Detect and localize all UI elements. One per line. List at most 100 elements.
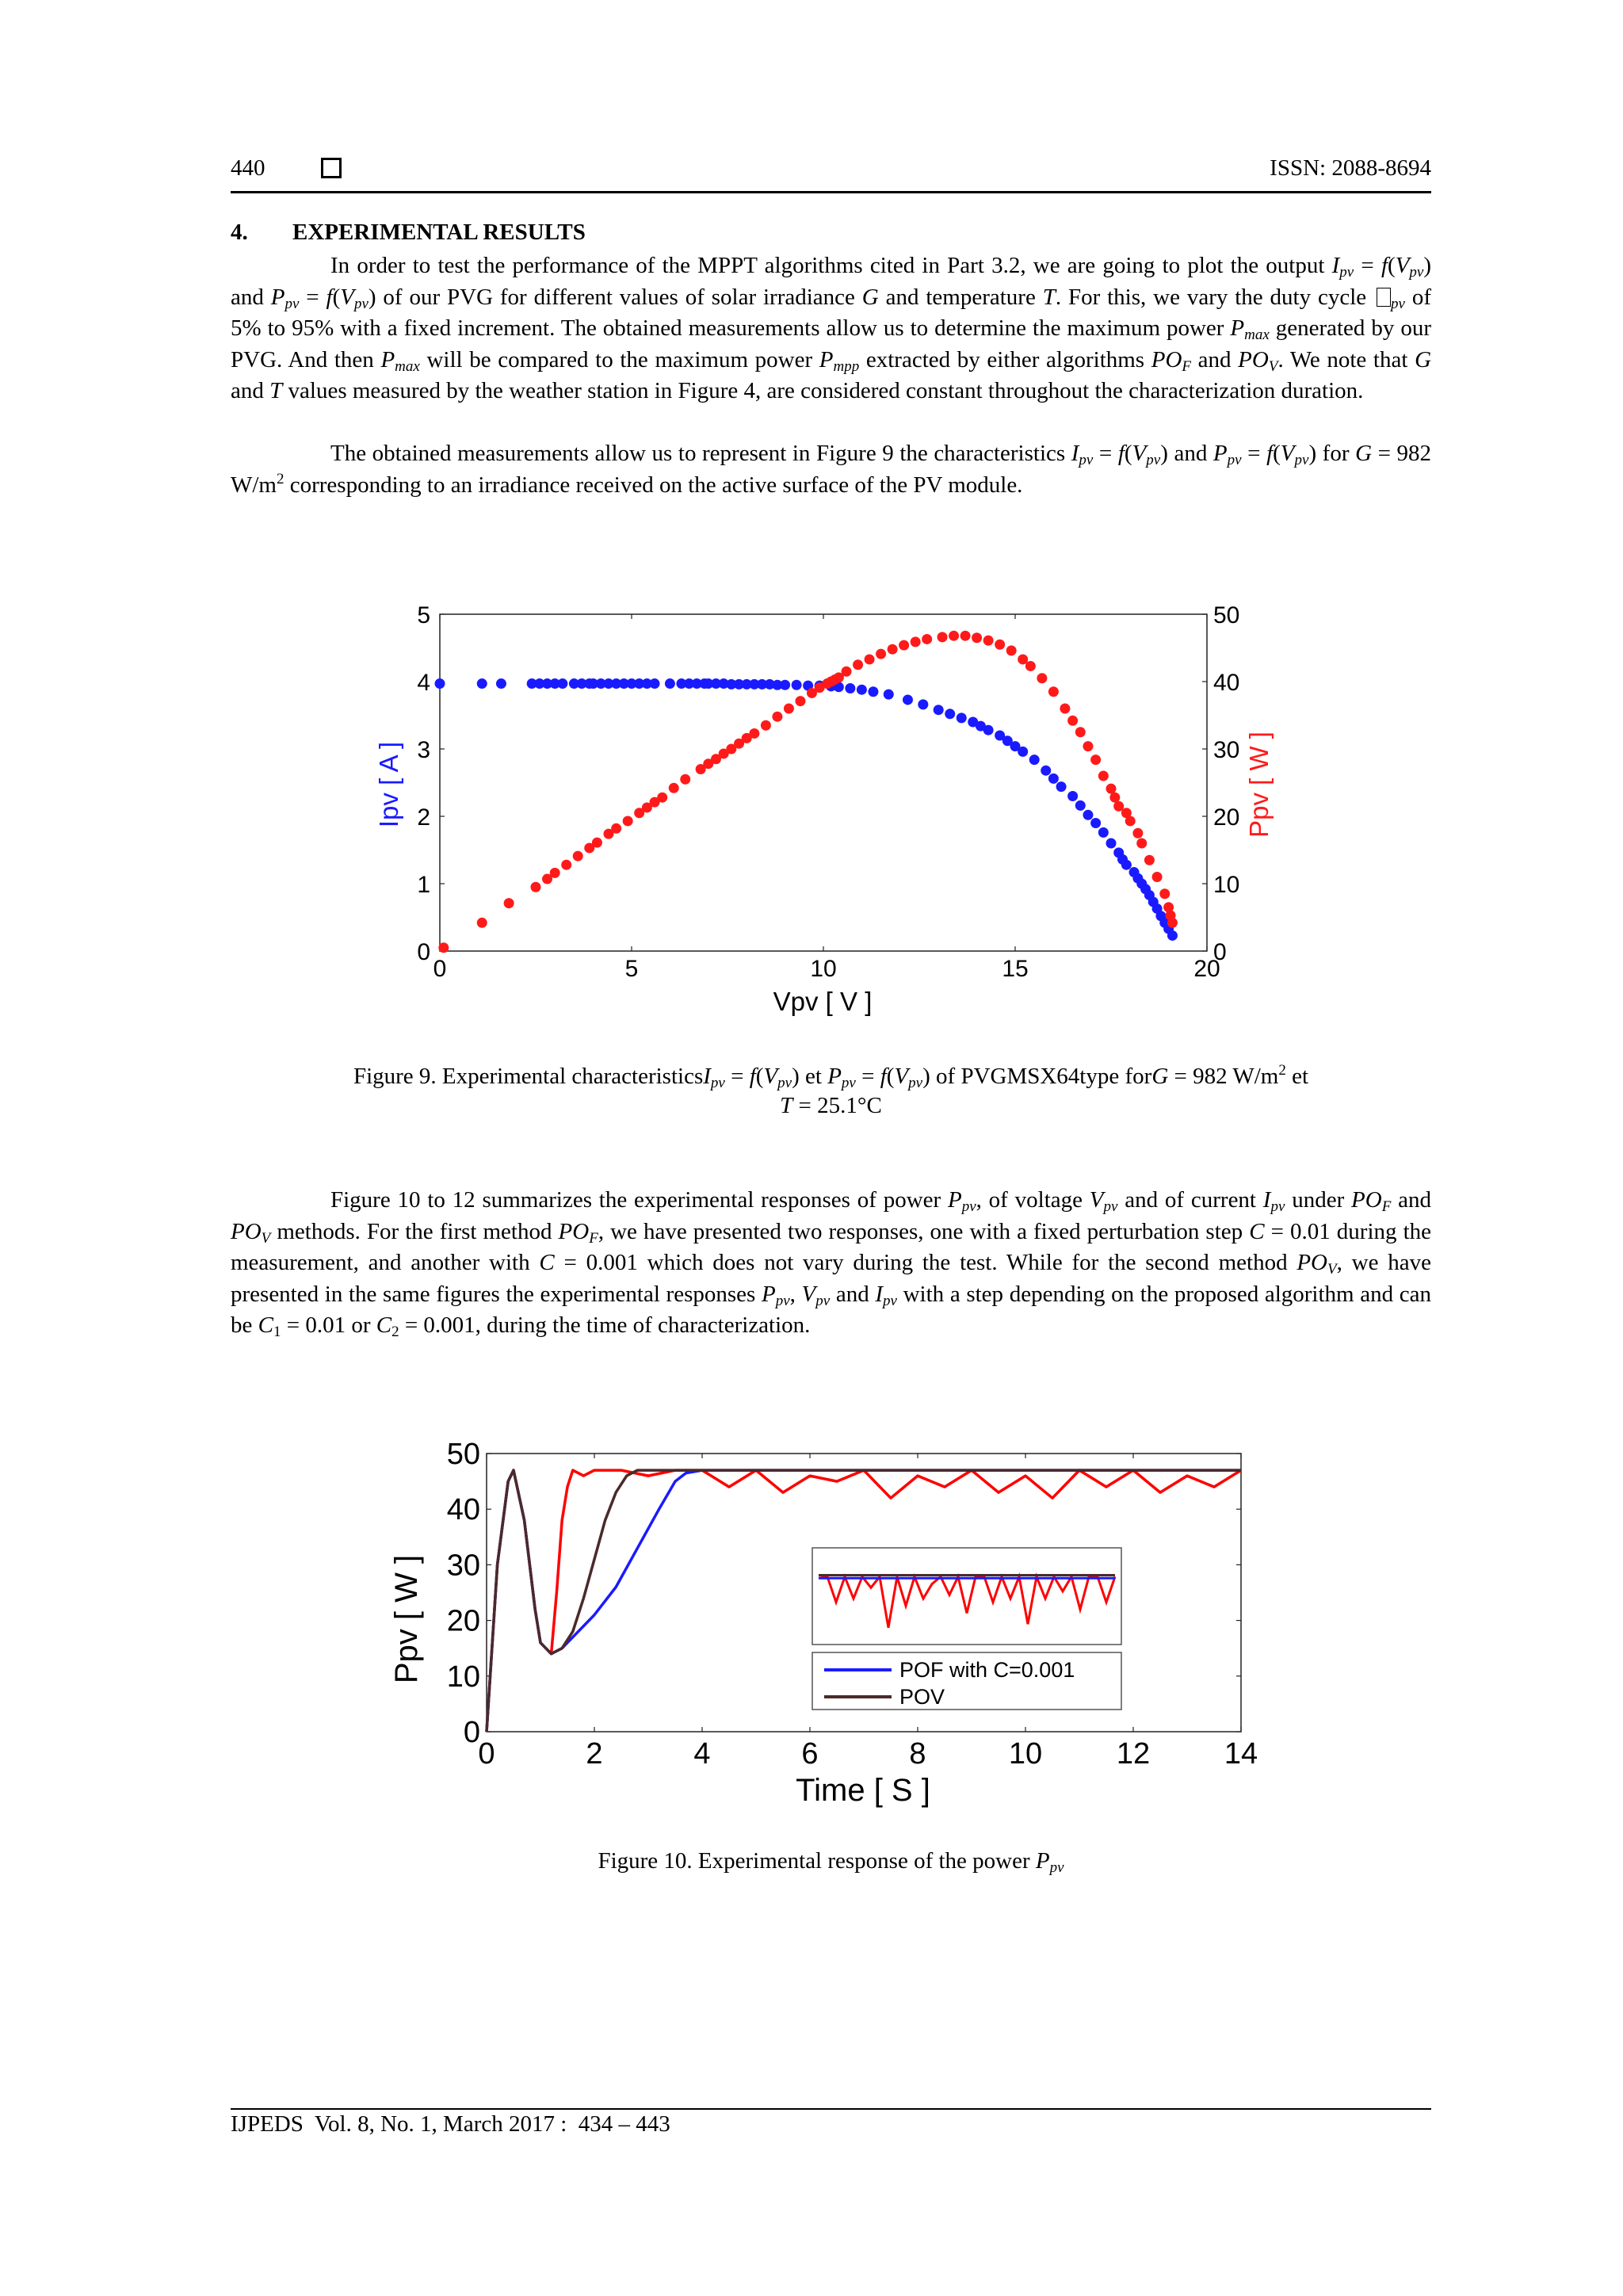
ppv-point	[710, 754, 721, 765]
x-tick-label: 5	[625, 956, 639, 982]
ppv-point	[949, 630, 960, 641]
ipv-point	[749, 678, 760, 690]
inset-frame	[812, 1547, 1122, 1645]
x-tick-label: 6	[801, 1737, 818, 1771]
ppv-point	[549, 867, 560, 878]
issn: ISSN: 2088-8694	[1270, 155, 1431, 181]
ipv-point	[626, 678, 637, 690]
y-axis-label: Ppv [ W ]	[389, 1555, 424, 1683]
ppv-point	[887, 644, 898, 655]
ppv-point	[1167, 917, 1178, 928]
x-tick-label: 0	[433, 956, 447, 982]
ppv-point	[438, 942, 449, 953]
ppv-point	[1159, 888, 1170, 900]
ppv-point	[561, 859, 572, 870]
ipv-point	[434, 678, 445, 690]
x-tick-label: 4	[693, 1737, 710, 1771]
paragraph-2: The obtained measurements allow us to re…	[231, 441, 1432, 498]
ipv-point	[618, 678, 629, 690]
ipv-point	[933, 705, 944, 716]
x-tick-label: 14	[1224, 1737, 1258, 1771]
ppv-point	[1125, 816, 1136, 827]
ipv-point	[1106, 838, 1117, 849]
ppv-point	[680, 774, 691, 785]
ppv-point	[853, 659, 864, 670]
y-left-tick-label: 1	[417, 872, 430, 898]
ipv-point	[691, 678, 702, 690]
ipv-point	[568, 678, 579, 690]
ppv-point	[960, 630, 971, 641]
ppv-point	[1090, 755, 1102, 766]
ppv-point	[783, 703, 794, 714]
ppv-point	[1109, 792, 1121, 803]
y-tick-label: 20	[447, 1605, 480, 1638]
ppv-point	[841, 666, 852, 677]
ipv-point	[868, 686, 879, 697]
ipv-point	[1098, 827, 1109, 838]
y-tick-label: 50	[447, 1438, 480, 1471]
ppv-point	[1018, 654, 1029, 665]
ppv-point	[760, 720, 771, 731]
ipv-point	[945, 709, 956, 720]
ipv-point	[883, 689, 894, 700]
ppv-point	[657, 792, 668, 803]
paragraph-1: In order to test the performance of the …	[231, 253, 1432, 403]
ppv-point	[833, 672, 844, 683]
ppv-point	[1113, 800, 1125, 812]
y-tick-label: 30	[447, 1549, 480, 1582]
ppv-point	[814, 682, 825, 693]
ipv-point	[1018, 746, 1029, 757]
ipv-point	[726, 678, 737, 690]
ipv-point	[718, 678, 729, 690]
y-axis-left-label: Ipv [ A ]	[374, 742, 403, 827]
ppv-point	[634, 808, 645, 819]
x-tick-label: 10	[1009, 1737, 1042, 1771]
x-tick-label: 0	[478, 1737, 495, 1771]
ppv-point	[972, 632, 983, 644]
y-left-tick-label: 5	[417, 602, 430, 628]
ipv-point	[975, 720, 986, 732]
footer-citation: IJPEDS Vol. 8, No. 1, March 2017 : 434 –…	[231, 2111, 670, 2137]
ppv-point	[622, 816, 633, 827]
ppv-point	[591, 837, 602, 848]
y-left-tick-label: 0	[417, 939, 430, 965]
ipv-point	[1056, 781, 1067, 793]
ppv-point	[649, 797, 660, 808]
ipv-point	[549, 678, 560, 690]
y-tick-label: 0	[464, 1716, 480, 1749]
legend-label: POF with C=0.001	[899, 1658, 1075, 1682]
ipv-point	[603, 678, 614, 690]
inset-plot	[812, 1547, 1122, 1645]
x-tick-label: 2	[586, 1737, 602, 1771]
ipv-point	[542, 678, 553, 690]
ppv-point	[1025, 660, 1036, 671]
ipv-point	[664, 678, 675, 690]
ppv-point	[611, 823, 622, 834]
ppv-point	[726, 743, 737, 755]
ipv-point	[703, 678, 714, 690]
ppv-point	[1048, 686, 1059, 697]
ppv-point	[922, 633, 933, 644]
ppv-point	[795, 696, 806, 707]
y-right-tick-label: 10	[1213, 872, 1239, 898]
ipv-point	[557, 678, 568, 690]
header-rule	[231, 191, 1431, 193]
ipv-point	[757, 678, 768, 690]
legend-label: POV	[899, 1685, 945, 1709]
ppv-point	[584, 842, 595, 854]
ppv-point	[703, 758, 714, 770]
ppv-point	[1136, 838, 1148, 849]
ipv-point	[741, 678, 752, 690]
x-tick-label: 12	[1117, 1737, 1150, 1771]
ppv-point	[1006, 645, 1017, 656]
ipv-point	[495, 678, 506, 690]
ppv-point	[806, 687, 817, 698]
ppv-point	[734, 738, 745, 749]
ppv-point	[741, 732, 752, 743]
ppv-point	[718, 748, 729, 759]
ppv-point	[476, 917, 487, 928]
ppv-point	[899, 640, 910, 651]
ppv-point	[530, 881, 541, 892]
